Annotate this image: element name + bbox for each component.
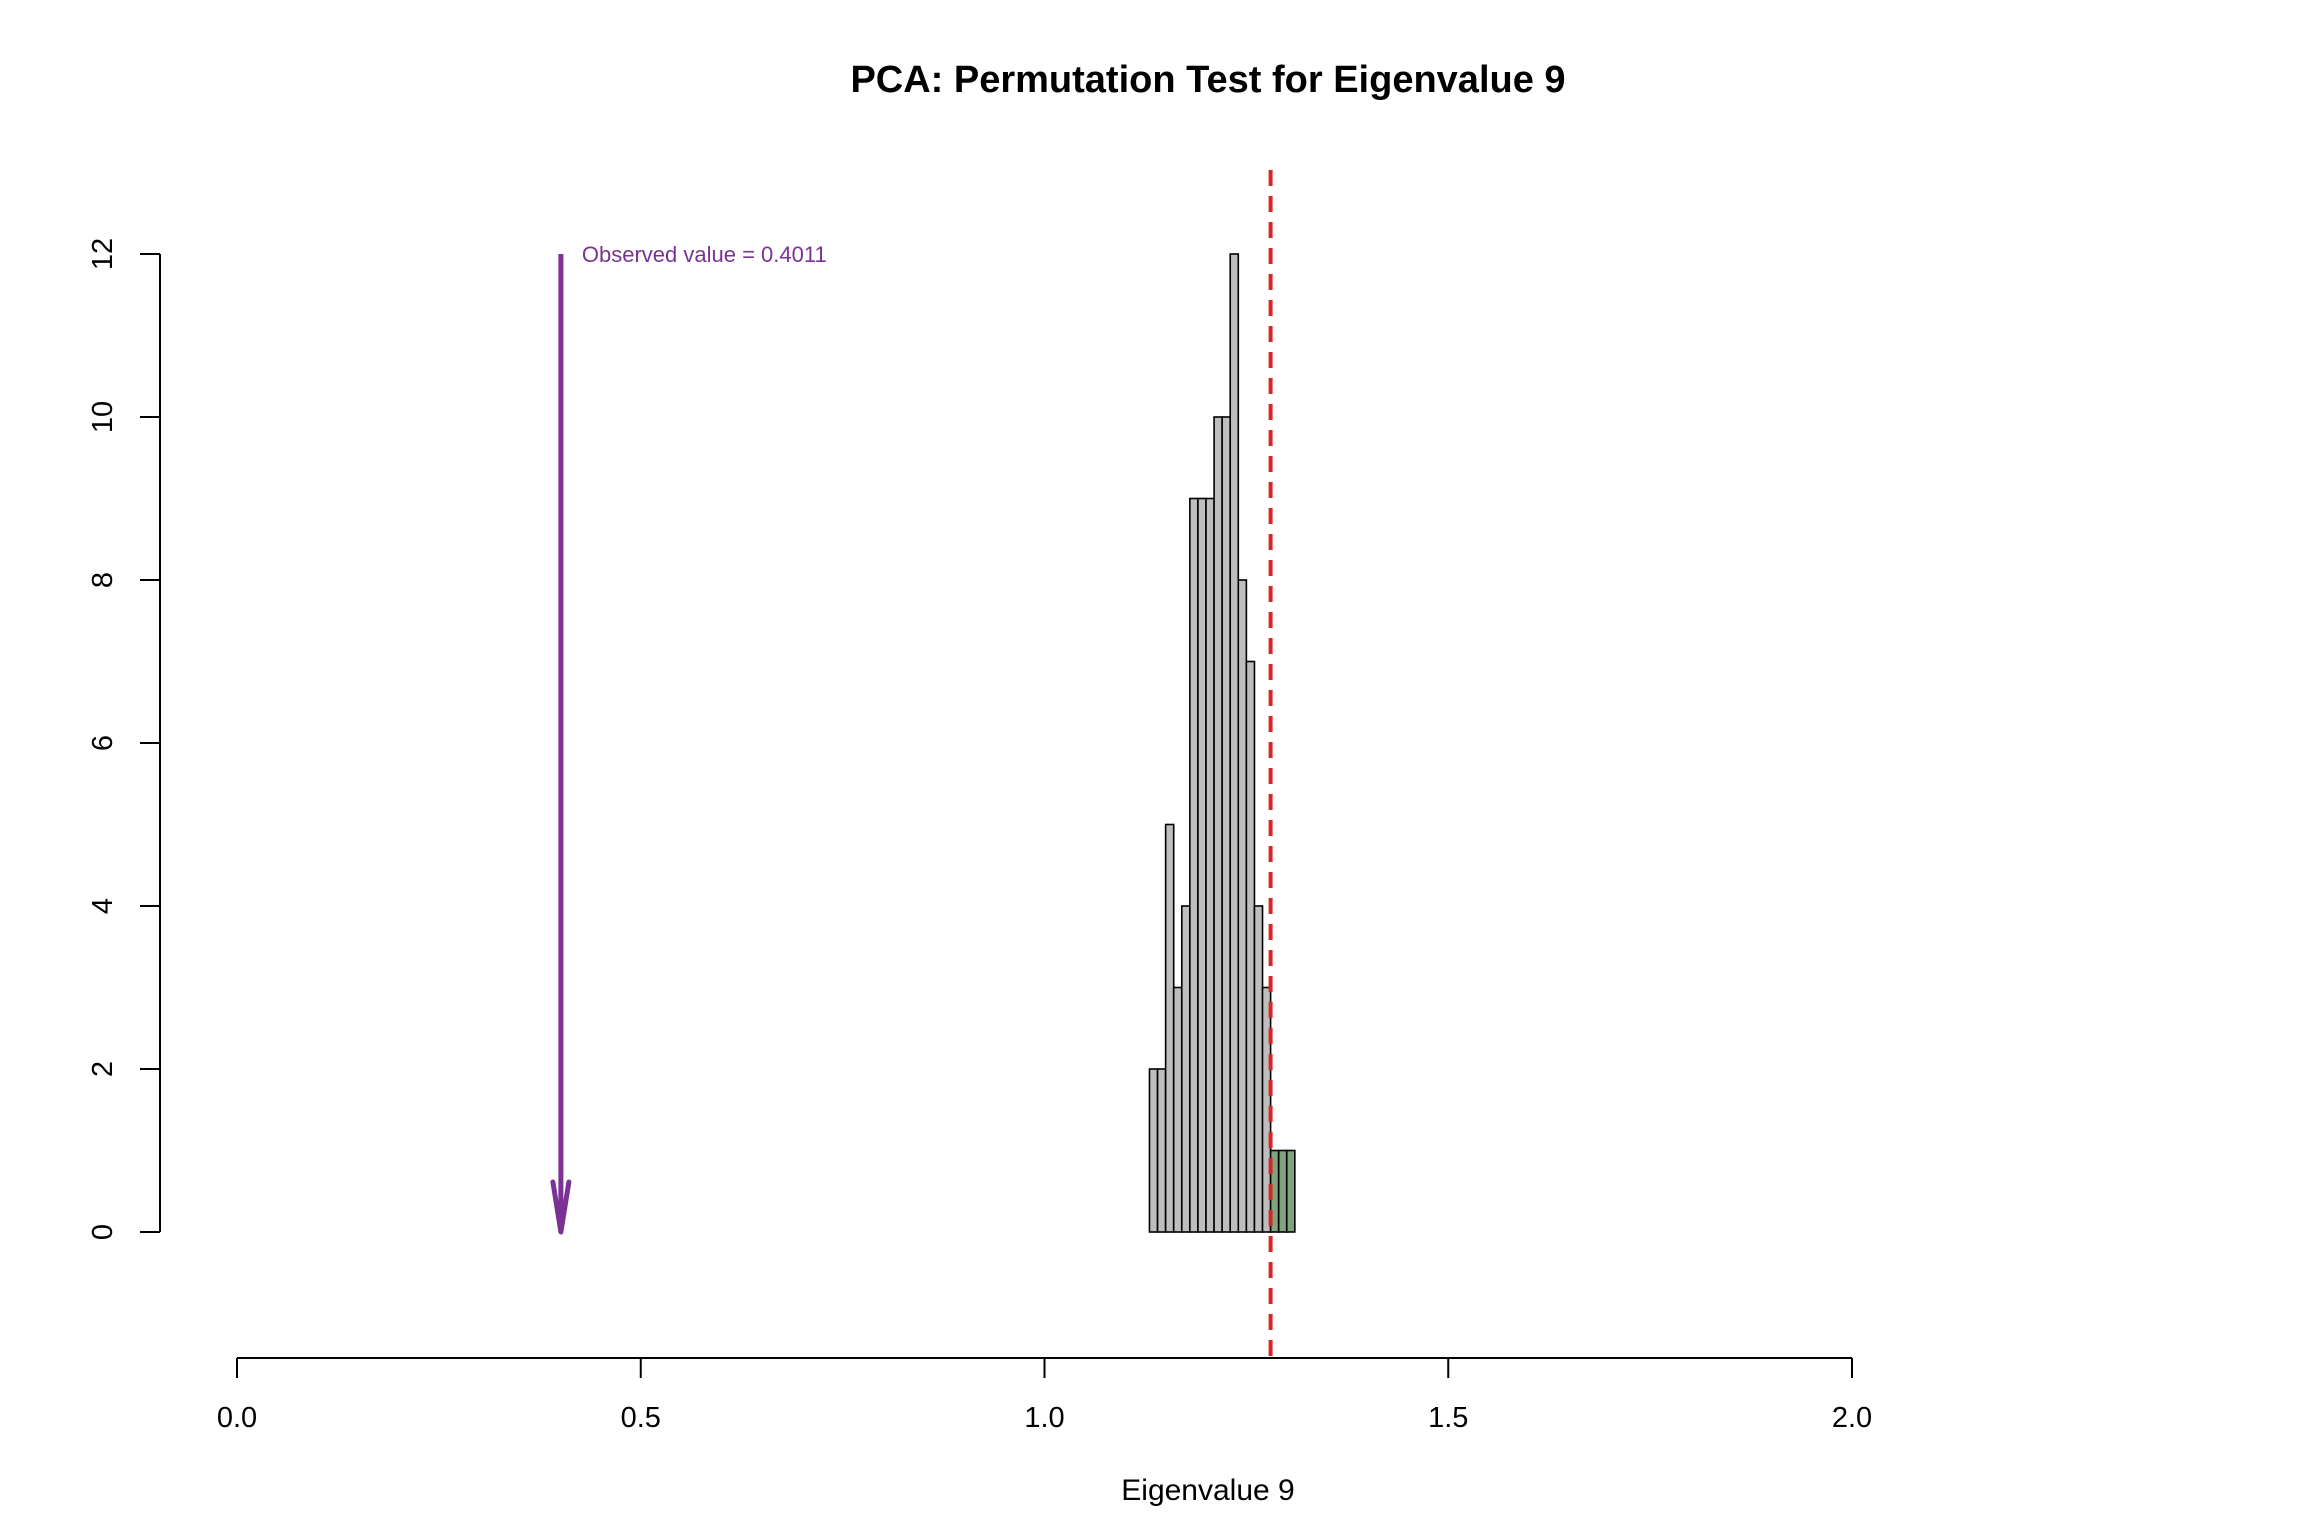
histogram-bar <box>1245 660 1256 1233</box>
histogram-bar <box>1221 416 1232 1233</box>
x-axis: 0.0 0.5 1.0 1.5 2.0 <box>217 1357 1872 1434</box>
y-tick-label: 6 <box>87 735 119 751</box>
y-tick-label: 4 <box>87 898 119 914</box>
histogram-bar <box>1180 905 1191 1233</box>
histogram-bar <box>1253 905 1264 1233</box>
histogram-bar <box>1172 986 1183 1233</box>
x-tick-label: 2.0 <box>1832 1402 1872 1434</box>
histogram-bar <box>1164 823 1175 1233</box>
histogram-bar <box>1285 1149 1296 1233</box>
histogram-bar <box>1189 497 1199 1233</box>
y-axis: 0 2 4 6 8 10 12 <box>87 238 161 1240</box>
y-tick-label: 10 <box>87 401 119 433</box>
x-axis-label: Eigenvalue 9 <box>1121 1474 1294 1507</box>
x-tick-label: 0.0 <box>217 1402 257 1434</box>
histogram-bar <box>1237 579 1248 1233</box>
observed-value-arrowhead <box>550 1179 572 1235</box>
chart-title: PCA: Permutation Test for Eigenvalue 9 <box>850 59 1565 101</box>
histogram-bar <box>1156 1068 1167 1233</box>
x-tick-label: 0.5 <box>621 1402 661 1434</box>
histogram-bars <box>1148 253 1296 1233</box>
y-tick-label: 2 <box>87 1061 119 1077</box>
y-tick-label: 12 <box>87 238 119 270</box>
observed-value-label: Observed value = 0.4011 <box>582 242 827 267</box>
histogram-bar <box>1229 253 1240 1233</box>
histogram-bar <box>1148 1068 1159 1233</box>
y-tick-label: 8 <box>87 572 119 588</box>
overlays: Observed value = 0.4011 <box>550 170 1273 1358</box>
x-tick-label: 1.5 <box>1428 1402 1468 1434</box>
histogram-bar <box>1277 1149 1288 1233</box>
histogram-bar <box>1213 416 1223 1233</box>
y-tick-label: 0 <box>87 1224 119 1240</box>
histogram-bar <box>1197 497 1207 1233</box>
x-tick-label: 1.0 <box>1024 1402 1064 1434</box>
histogram-bar <box>1205 497 1215 1233</box>
